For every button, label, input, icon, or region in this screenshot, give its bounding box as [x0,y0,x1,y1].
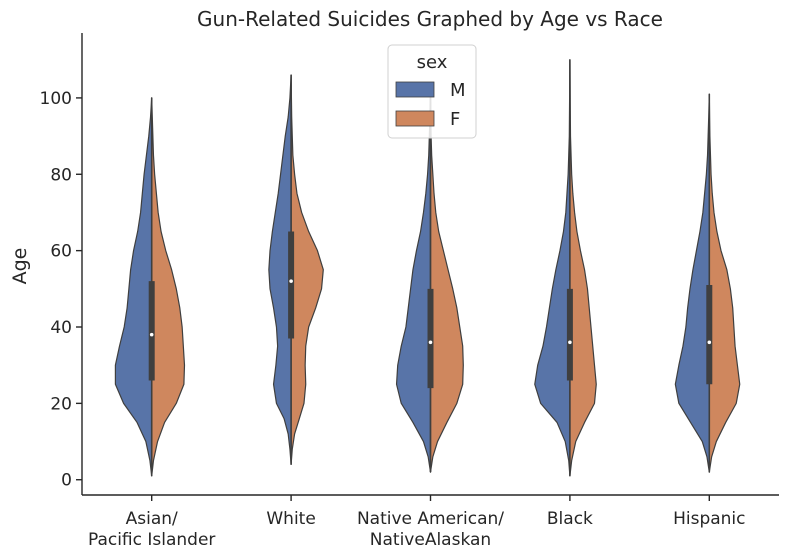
legend: sex M F [387,44,477,139]
violin-3-male-half [534,59,571,477]
violin-1 [268,74,324,466]
violin-4-female-half [708,93,741,473]
violin-4-median [707,340,712,345]
violin-3 [534,59,597,477]
x-tick-label-4-line-0: Hispanic [673,509,745,529]
x-tick-label-3-line-0: Black [547,509,593,529]
violin-2-female-half [429,82,464,473]
violin-2 [395,82,464,473]
y-tick-label-60: 60 [50,242,72,262]
y-axis-title: Age [9,248,31,285]
violin-0-male-half [114,97,153,477]
violin-2-median [428,340,433,345]
x-tick-label-4: Hispanic [673,509,745,529]
x-tick-label-3: Black [547,509,593,529]
axes-layer: 0 20 40 60 80 100 Asian/Pacific Islander White N… [40,33,779,550]
legend-title: sex [417,52,448,73]
x-tick-label-1-line-0: White [266,509,315,529]
violin-0 [114,97,186,477]
violin-1-female-half [290,74,324,466]
violin-4 [674,93,741,473]
y-tick-label-40: 40 [50,318,72,338]
x-tick-label-2-line-1: NativeAlaskan [370,530,491,550]
x-tick-label-2: Native American/NativeAlaskan [357,509,504,550]
chart-title: Gun-Related Suicides Graphed by Age vs R… [197,7,663,31]
y-tick-label-100: 100 [40,89,72,109]
violin-1-male-half [268,74,292,466]
violin-0-female-half [151,97,186,477]
violin-0-median [149,332,154,337]
y-tick-label-80: 80 [50,165,72,185]
violin-2-male-half [395,82,432,473]
violin-3-female-half [569,59,597,477]
violins-layer [114,59,741,477]
legend-label-f: F [450,109,460,130]
legend-label-m: M [450,80,466,101]
violin-3-median [568,340,572,345]
legend-swatch-f [395,110,435,127]
legend-swatch-m [395,81,435,98]
x-tick-label-0: Asian/Pacific Islander [88,509,215,550]
y-tick-label-0: 0 [61,471,72,491]
y-tick-label-20: 20 [50,394,72,414]
x-tick-label-0-line-0: Asian/ [126,509,178,529]
x-tick-label-0-line-1: Pacific Islander [88,530,215,550]
x-tick-label-1: White [266,509,315,529]
violin-1-median [289,279,293,283]
violin-4-male-half [674,93,710,473]
x-tick-label-2-line-0: Native American/ [357,509,504,529]
